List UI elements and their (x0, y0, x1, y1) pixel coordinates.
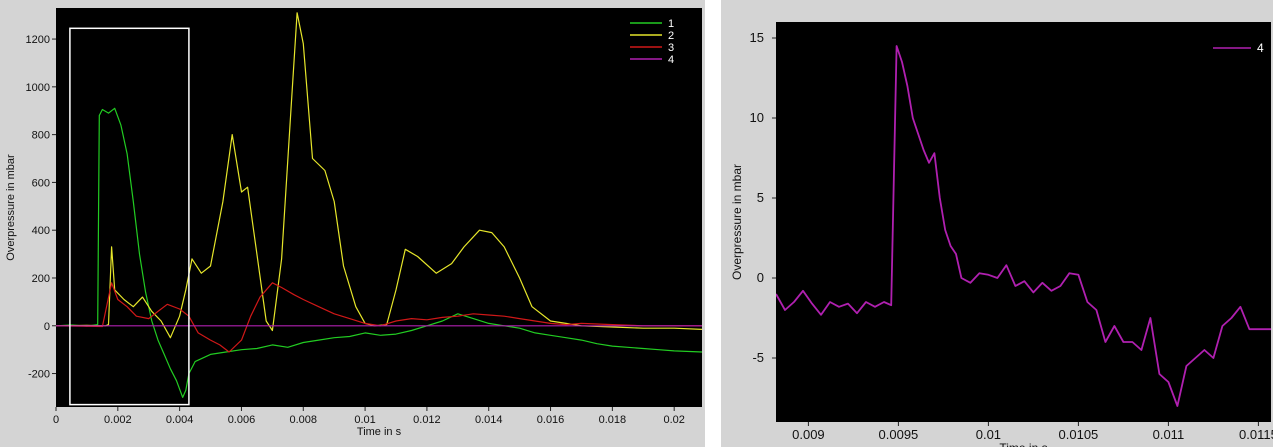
legend-label-3: 3 (668, 42, 674, 54)
series-2-line (56, 12, 702, 339)
x-tick-label: 0.0095 (879, 427, 919, 442)
y-tick-label: 10 (750, 110, 764, 125)
y-tick-label: 600 (32, 177, 50, 189)
y-tick-label: 0 (44, 321, 50, 333)
series-3-line (56, 282, 702, 353)
legend-label-4: 4 (668, 54, 674, 66)
y-tick-label: 5 (757, 190, 764, 205)
zoom-region-box (69, 27, 190, 406)
legend-label-4: 4 (1257, 41, 1264, 55)
x-tick-label: 0.02 (663, 414, 684, 426)
x-axis-title: Time in s (999, 441, 1047, 447)
y-tick-label: -5 (752, 350, 764, 365)
x-tick-label: 0.0105 (1059, 427, 1099, 442)
y-tick-label: 400 (32, 225, 50, 237)
series-4-line (776, 45, 1271, 407)
plot-area (776, 22, 1271, 422)
x-tick-label: 0.002 (104, 414, 132, 426)
x-tick-label: 0.016 (537, 414, 565, 426)
x-tick-label: 0.0115 (1239, 427, 1273, 442)
y-axis-title: Overpressure in mbar (5, 154, 17, 261)
x-tick-label: 0.01 (976, 427, 1001, 442)
legend-label-2: 2 (668, 30, 674, 42)
y-tick-label: -200 (28, 369, 50, 381)
x-tick-label: 0.008 (290, 414, 318, 426)
y-tick-label: 800 (32, 130, 50, 142)
x-axis-title: Time in s (357, 426, 402, 438)
x-tick-label: 0.011 (1153, 427, 1185, 442)
x-tick-label: 0.01 (354, 414, 375, 426)
overpressure-chart-zoom: 0.009 0.0095 0.01 0.0105 0.011 0.0115 -5 0 5 10 15… (730, 22, 1273, 447)
x-tick-label: 0.009 (792, 427, 825, 442)
x-tick-label: 0 (53, 414, 59, 426)
x-tick-label: 0.012 (413, 414, 441, 426)
x-tick-label: 0.018 (599, 414, 627, 426)
chart-panel-left: 0 0.002 0.004 0.006 0.008 0.01 0.012 0.014 0.016… (0, 0, 705, 447)
x-tick-label: 0.006 (228, 414, 256, 426)
plot-area (56, 8, 702, 407)
overpressure-chart-full: 0 0.002 0.004 0.006 0.008 0.01 0.012 0.014 0.016… (5, 8, 702, 438)
y-tick-label: 1000 (26, 82, 50, 94)
y-axis-title: Overpressure in mbar (730, 164, 744, 280)
y-tick-label: 15 (750, 30, 764, 45)
legend-label-1: 1 (668, 18, 674, 30)
y-tick-label: 200 (32, 273, 50, 285)
series-1-line (56, 107, 702, 398)
x-tick-label: 0.014 (475, 414, 503, 426)
chart-panel-right: 0.009 0.0095 0.01 0.0105 0.011 0.0115 -5 0 5 10 15… (721, 0, 1273, 447)
y-tick-label: 0 (757, 270, 764, 285)
y-tick-label: 1200 (26, 34, 50, 46)
x-tick-label: 0.004 (166, 414, 194, 426)
